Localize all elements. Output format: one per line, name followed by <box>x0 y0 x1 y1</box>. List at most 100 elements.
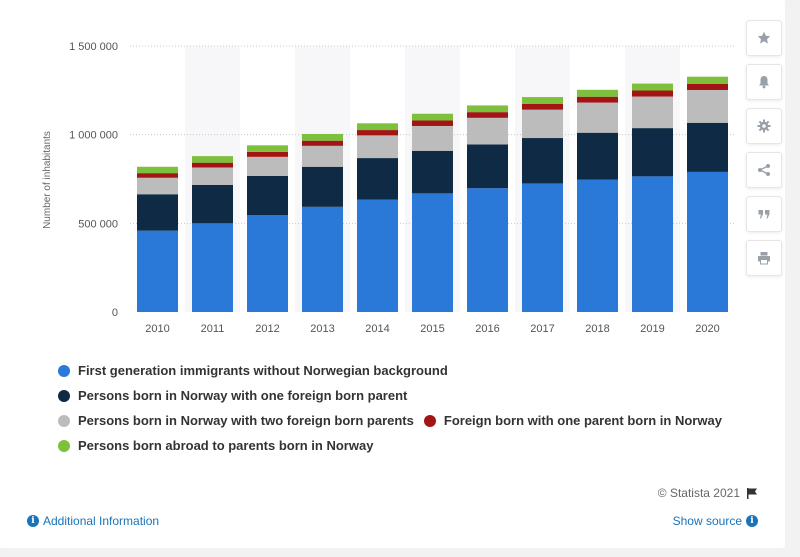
bar-segment[interactable] <box>632 90 673 97</box>
legend-dot <box>58 414 70 427</box>
bar-segment[interactable] <box>357 123 398 131</box>
x-tick-label: 2011 <box>201 323 225 335</box>
info-icon: i <box>27 515 39 527</box>
bar-segment[interactable] <box>357 158 398 200</box>
bar-segment[interactable] <box>687 122 728 172</box>
bar-segment[interactable] <box>687 76 728 84</box>
chart-card: 0 500 000 1 000 000 1 500 000 2010 2011 2012 2… <box>0 0 785 548</box>
statista-credits[interactable]: © Statista 2021 <box>658 486 758 500</box>
stacked-bar-chart: 0 500 000 1 000 000 1 500 000 2010 2011 2012 2… <box>42 41 735 335</box>
bar-segment[interactable] <box>522 183 563 312</box>
x-tick-label: 2018 <box>585 323 609 335</box>
bar-segment[interactable] <box>687 83 728 90</box>
bar-segment[interactable] <box>302 206 343 312</box>
bar-segment[interactable] <box>522 97 563 104</box>
x-tick-label: 2012 <box>255 323 279 335</box>
flag-icon <box>747 488 757 499</box>
bar-segment[interactable] <box>247 151 288 157</box>
bar-segment[interactable] <box>137 177 178 195</box>
bar-segment[interactable] <box>412 150 453 194</box>
bar-segment[interactable] <box>577 102 618 133</box>
bar-segment[interactable] <box>467 144 508 189</box>
show-source-label: Show source <box>672 514 742 528</box>
notification-button[interactable] <box>746 64 782 100</box>
x-tick-label: 2020 <box>695 323 719 335</box>
bar-segment[interactable] <box>522 103 563 110</box>
bar-segment[interactable] <box>302 166 343 207</box>
bar-segment[interactable] <box>192 167 233 185</box>
share-button[interactable] <box>746 152 782 188</box>
x-tick-label: 2014 <box>365 323 389 335</box>
x-tick-label: 2013 <box>310 323 334 335</box>
bar-segment[interactable] <box>467 105 508 113</box>
share-icon <box>758 164 770 176</box>
x-tick-label: 2010 <box>145 323 169 335</box>
y-tick-label: 0 <box>112 307 118 319</box>
bar-segment[interactable] <box>247 156 288 176</box>
bar-segment[interactable] <box>522 109 563 139</box>
bar-segment[interactable] <box>247 145 288 152</box>
print-button[interactable] <box>746 240 782 276</box>
bar-segment[interactable] <box>302 133 343 141</box>
bar-segment[interactable] <box>577 89 618 97</box>
bar-segment[interactable] <box>577 96 618 103</box>
bar-segment[interactable] <box>302 140 343 146</box>
show-source-link[interactable]: Show source i <box>673 514 758 528</box>
legend-item[interactable]: Persons born abroad to parents born in N… <box>58 438 373 453</box>
bar-segment[interactable] <box>632 128 673 177</box>
legend-dot <box>58 439 70 452</box>
cite-button[interactable] <box>746 196 782 232</box>
bar-segment[interactable] <box>247 175 288 215</box>
bar-segment[interactable] <box>687 89 728 123</box>
star-icon <box>757 31 771 44</box>
legend-item[interactable]: Persons born in Norway with two foreign … <box>58 413 414 428</box>
favorite-button[interactable] <box>746 20 782 56</box>
bar-segment[interactable] <box>632 176 673 312</box>
gear-icon <box>757 119 771 133</box>
legend-item[interactable]: First generation immigrants without Norw… <box>58 363 448 378</box>
bar-segment[interactable] <box>357 130 398 136</box>
quote-icon <box>758 210 770 219</box>
legend-label: Persons born in Norway with two foreign … <box>78 413 414 428</box>
x-tick-label: 2016 <box>475 323 499 335</box>
bar-segment[interactable] <box>192 162 233 168</box>
bar-segment[interactable] <box>467 117 508 145</box>
additional-information-label: Additional Information <box>43 514 160 528</box>
credits-text: © Statista 2021 <box>657 486 740 500</box>
legend-dot <box>423 414 436 427</box>
legend-item[interactable]: Foreign born with one parent born in Nor… <box>423 413 722 428</box>
bar-segment[interactable] <box>467 112 508 118</box>
bar-segment[interactable] <box>577 179 618 312</box>
y-tick-label: 500 000 <box>78 218 118 230</box>
legend-dot <box>58 389 70 402</box>
bar-segment[interactable] <box>137 166 178 174</box>
chart-toolbar <box>746 20 782 284</box>
bar-segment[interactable] <box>192 184 233 224</box>
bar-segment[interactable] <box>137 230 178 312</box>
bar-segment[interactable] <box>412 120 453 126</box>
bar-segment[interactable] <box>192 156 233 163</box>
bar-segment[interactable] <box>467 188 508 312</box>
bar-segment[interactable] <box>137 173 178 178</box>
bar-segment[interactable] <box>632 96 673 129</box>
bar-segment[interactable] <box>247 214 288 312</box>
legend-label: Persons born abroad to parents born in N… <box>78 438 374 453</box>
settings-button[interactable] <box>746 108 782 144</box>
bar-segment[interactable] <box>632 83 673 91</box>
bar-segment[interactable] <box>137 194 178 231</box>
bar-segment[interactable] <box>302 145 343 167</box>
bar-segment[interactable] <box>577 132 618 180</box>
legend-label: First generation immigrants without Norw… <box>78 363 448 378</box>
legend-item[interactable]: Persons born in Norway with one foreign … <box>58 388 407 403</box>
additional-information-link[interactable]: i Additional Information <box>27 514 159 528</box>
y-tick-label: 1 000 000 <box>69 130 118 142</box>
x-tick-label: 2017 <box>530 323 554 335</box>
bar-segment[interactable] <box>412 125 453 151</box>
bar-segment[interactable] <box>412 193 453 312</box>
bar-segment[interactable] <box>412 113 453 121</box>
bar-segment[interactable] <box>687 171 728 312</box>
bar-segment[interactable] <box>522 138 563 184</box>
bar-segment[interactable] <box>357 135 398 159</box>
bar-segment[interactable] <box>357 199 398 312</box>
bar-segment[interactable] <box>192 223 233 312</box>
